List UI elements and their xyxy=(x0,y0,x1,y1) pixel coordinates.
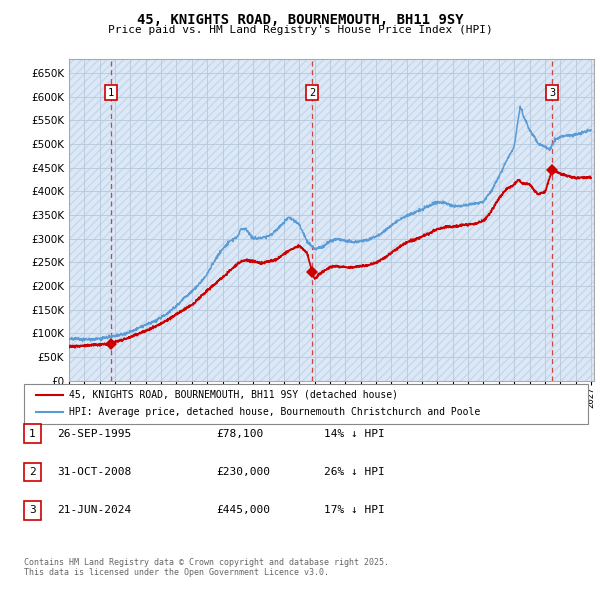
Text: 14% ↓ HPI: 14% ↓ HPI xyxy=(324,429,385,438)
Text: 26% ↓ HPI: 26% ↓ HPI xyxy=(324,467,385,477)
Text: Contains HM Land Registry data © Crown copyright and database right 2025.
This d: Contains HM Land Registry data © Crown c… xyxy=(24,558,389,577)
Text: 2: 2 xyxy=(29,467,36,477)
Text: 45, KNIGHTS ROAD, BOURNEMOUTH, BH11 9SY (detached house): 45, KNIGHTS ROAD, BOURNEMOUTH, BH11 9SY … xyxy=(69,390,398,400)
Text: £78,100: £78,100 xyxy=(216,429,263,438)
Text: 1: 1 xyxy=(29,429,36,438)
Text: 26-SEP-1995: 26-SEP-1995 xyxy=(57,429,131,438)
Text: £445,000: £445,000 xyxy=(216,506,270,515)
Text: £230,000: £230,000 xyxy=(216,467,270,477)
Text: Price paid vs. HM Land Registry's House Price Index (HPI): Price paid vs. HM Land Registry's House … xyxy=(107,25,493,35)
Text: 21-JUN-2024: 21-JUN-2024 xyxy=(57,506,131,515)
Text: 3: 3 xyxy=(29,506,36,515)
Text: 3: 3 xyxy=(549,88,555,98)
Text: 17% ↓ HPI: 17% ↓ HPI xyxy=(324,506,385,515)
Text: HPI: Average price, detached house, Bournemouth Christchurch and Poole: HPI: Average price, detached house, Bour… xyxy=(69,407,480,417)
Text: 45, KNIGHTS ROAD, BOURNEMOUTH, BH11 9SY: 45, KNIGHTS ROAD, BOURNEMOUTH, BH11 9SY xyxy=(137,13,463,27)
Text: 2: 2 xyxy=(309,88,315,98)
Text: 31-OCT-2008: 31-OCT-2008 xyxy=(57,467,131,477)
Text: 1: 1 xyxy=(108,88,114,98)
